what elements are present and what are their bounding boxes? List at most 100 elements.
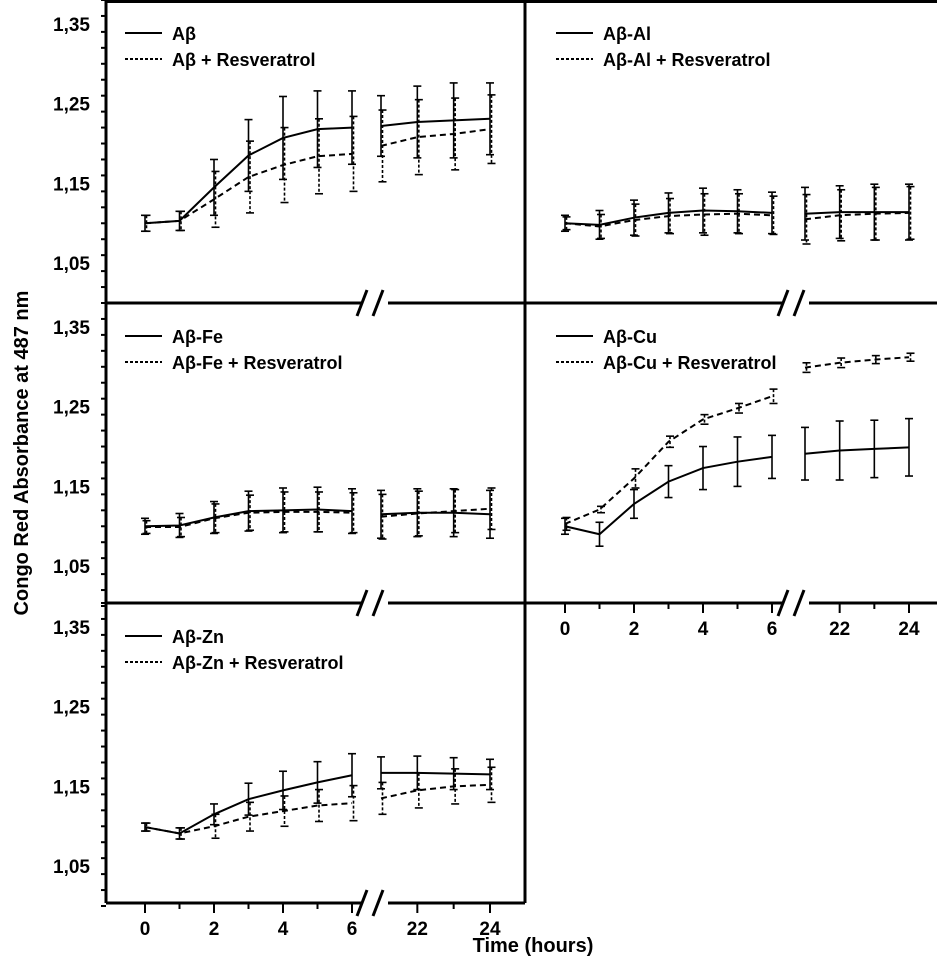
axis-break-slash (371, 289, 385, 317)
panel-ab-al (561, 183, 915, 245)
legend-label: Aβ-Zn (172, 627, 224, 647)
y-tick-label: 1,35 (53, 15, 90, 36)
error-bar (414, 772, 423, 809)
legend-label: Aβ-Al + Resveratrol (603, 50, 771, 70)
error-bar (211, 813, 220, 840)
series-line (380, 117, 491, 127)
error-bar (142, 519, 151, 535)
y-tick-label: 1,05 (53, 557, 90, 578)
panel-ab-zn (141, 752, 496, 840)
error-bar (735, 402, 743, 414)
error-bar (631, 203, 640, 237)
series-ab-zn-solid (141, 752, 494, 840)
y-tick-label: 1,05 (53, 857, 90, 878)
error-bar (905, 417, 913, 477)
y-tick-label: 1,35 (53, 618, 90, 639)
axis-break-3 (355, 889, 388, 917)
legend-label: Aβ-Cu (603, 327, 657, 347)
error-bar (246, 140, 254, 214)
error-bar (280, 491, 289, 533)
x-axis-right-tick-label: 0 (560, 619, 571, 640)
series-ab-cu-dashed (562, 352, 915, 532)
legend-label: Aβ-Al (603, 24, 651, 44)
legend-label: Aβ-Zn + Resveratrol (172, 653, 344, 673)
error-bar (768, 434, 776, 480)
error-bar (735, 192, 743, 235)
error-bar (348, 752, 356, 798)
error-bar (313, 90, 322, 169)
axis-break-4 (776, 289, 809, 317)
error-bar (449, 756, 458, 791)
error-bar (487, 487, 496, 531)
error-bar (414, 98, 423, 176)
legend-label: Aβ (172, 24, 196, 44)
error-bar (835, 420, 844, 481)
series-ab-dashed (142, 94, 496, 233)
error-bar (377, 756, 385, 790)
axis-break-slash (355, 289, 369, 317)
y-axis-label: Congo Red Absorbance at 487 nm (11, 291, 33, 616)
axis-break-2 (355, 589, 388, 617)
x-axis-bottom-tick-label: 0 (140, 919, 151, 940)
error-bar (177, 210, 185, 232)
series-line (145, 510, 353, 529)
error-bar (244, 118, 253, 193)
error-bar (631, 468, 640, 489)
error-bar (769, 195, 778, 236)
error-bar (700, 413, 709, 426)
error-bar (699, 445, 707, 491)
error-bar (177, 516, 185, 538)
series-line (804, 211, 910, 221)
error-bar (378, 493, 387, 540)
error-bar (486, 758, 494, 791)
series-line (380, 783, 491, 800)
error-bar (802, 193, 811, 245)
axis-break-slash (355, 889, 369, 917)
series-ab-al-dashed (562, 185, 915, 245)
legend-label: Aβ-Fe + Resveratrol (172, 353, 343, 373)
error-bar (835, 184, 844, 240)
series-ab-solid (141, 82, 494, 233)
axis-break-slash (792, 289, 806, 317)
legend-ab-zn: Aβ-Zn Aβ-Zn + Resveratrol (125, 627, 344, 673)
error-bar (244, 782, 253, 816)
error-bar (449, 82, 458, 159)
error-bar (280, 126, 289, 204)
series-ab-al-solid (561, 183, 913, 241)
y-tick-label: 1,05 (53, 254, 90, 275)
error-bar (733, 436, 742, 488)
series-line (144, 802, 353, 835)
panel-ab (141, 82, 496, 233)
error-bar (562, 516, 571, 532)
error-bar (246, 494, 254, 532)
error-bar (378, 109, 387, 183)
error-bar (349, 115, 358, 193)
y-tick-label: 1,15 (53, 174, 90, 195)
axis-break-slash (371, 889, 385, 917)
x-axis-bottom-tick-label: 22 (407, 919, 428, 940)
series-ab-zn-dashed (142, 766, 496, 840)
error-bar (906, 352, 915, 363)
x-axis-bottom-tick-label: 24 (479, 919, 501, 940)
error-bar (597, 213, 605, 240)
error-bar (142, 822, 151, 832)
error-bar (177, 827, 185, 840)
x-axis-label: Time (hours) (473, 935, 594, 957)
error-bar (315, 118, 323, 195)
x-axis-bottom-tick-label: 2 (209, 919, 220, 940)
axis-break-slash (371, 589, 385, 617)
series-line (144, 152, 353, 225)
series-line (804, 356, 910, 369)
y-tick-label: 1,25 (53, 95, 90, 116)
axis-break-1 (355, 289, 388, 317)
axis-break-slash (792, 589, 806, 617)
series-line (380, 507, 491, 518)
error-bar (413, 85, 422, 159)
error-bar (487, 766, 496, 804)
error-bar (630, 488, 638, 520)
series-ab-fe-dashed (142, 487, 496, 540)
error-bar (802, 362, 811, 374)
series-line (564, 395, 773, 525)
error-bar (349, 491, 358, 534)
error-bar (451, 488, 460, 534)
